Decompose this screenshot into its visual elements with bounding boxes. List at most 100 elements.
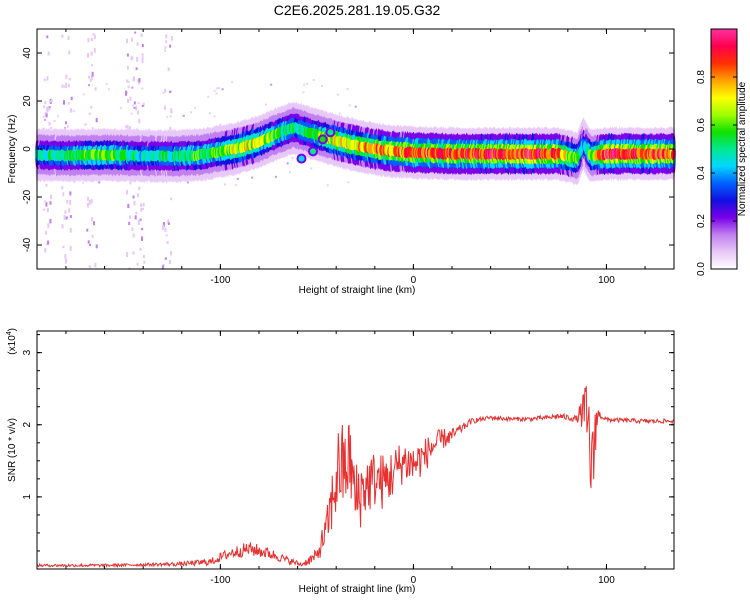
noise-speck (182, 114, 185, 117)
noise-speck (134, 31, 137, 34)
noise-speck (291, 157, 294, 160)
noise-speck (88, 202, 91, 205)
noise-speck (136, 42, 139, 46)
noise-speck (346, 88, 349, 90)
noise-speck (137, 193, 140, 198)
noise-speck (209, 112, 211, 115)
noise-speck (43, 208, 46, 211)
noise-speck (167, 67, 170, 72)
noise-speck (170, 197, 173, 201)
noise-speck (93, 221, 95, 226)
noise-speck (57, 115, 60, 118)
noise-speck (274, 175, 277, 178)
noise-speck (129, 215, 131, 219)
noise-speck (68, 50, 71, 55)
noise-speck (88, 265, 91, 269)
signal-branch-core (319, 136, 326, 143)
noise-speck (65, 216, 68, 220)
noise-speck (48, 106, 51, 109)
noise-speck (67, 102, 70, 105)
noise-speck (141, 58, 144, 64)
snr-multiplier-exponent: 4 (6, 331, 13, 335)
noise-speck (141, 53, 144, 56)
noise-speck (306, 83, 308, 85)
noise-speck (127, 85, 130, 89)
noise-speck (133, 200, 136, 206)
noise-speck (47, 240, 50, 245)
noise-speck (87, 38, 90, 43)
noise-speck (129, 180, 132, 185)
noise-speck (94, 262, 97, 268)
noise-speck (194, 106, 197, 109)
noise-speck (231, 81, 234, 84)
noise-speck (84, 123, 86, 126)
colorbar-tick-label: 0.2 (696, 214, 707, 228)
chart-title: C2E6.2025.281.19.05.G32 (274, 2, 441, 18)
noise-speck (137, 220, 140, 225)
noise-speck (62, 245, 65, 249)
noise-speck (162, 263, 165, 267)
noise-speck (65, 74, 68, 79)
noise-speck (312, 79, 315, 81)
noise-speck (70, 96, 73, 101)
noise-speck (224, 183, 226, 186)
noise-speck (50, 194, 53, 200)
noise-speck (42, 115, 45, 118)
noise-speck (50, 99, 53, 102)
noise-speck (169, 90, 172, 93)
colorbar-ticks: 0.0 0.2 0.4 0.6 0.8 (696, 70, 737, 276)
spectrogram-ylabel: Frequency (Hz) (7, 115, 18, 184)
noise-speck (98, 181, 101, 184)
noise-speck (63, 215, 66, 220)
noise-speck (213, 115, 216, 118)
snr-ticks: -100 0 100 1 2 3 (22, 331, 674, 586)
noise-speck (170, 36, 173, 41)
noise-speck (61, 224, 64, 229)
colorbar-tick-label: 0.6 (696, 118, 707, 132)
snr-y-tick-label: 2 (22, 422, 33, 428)
noise-speck (127, 203, 130, 209)
noise-speck (162, 222, 165, 227)
noise-speck (129, 96, 132, 101)
noise-speck (138, 186, 141, 190)
noise-speck (90, 75, 93, 81)
noise-speck (89, 243, 91, 246)
snr-x-tick-label: -100 (210, 575, 230, 586)
noise-speck (141, 87, 144, 90)
noise-speck (64, 210, 67, 214)
noise-speck (167, 219, 170, 224)
noise-speck (347, 181, 350, 184)
noise-speck (251, 176, 254, 179)
noise-speck (131, 37, 133, 42)
noise-speck (138, 78, 141, 83)
noise-speck (44, 101, 47, 105)
noise-speck (126, 190, 128, 195)
noise-speck (91, 71, 94, 77)
noise-speck (134, 215, 137, 220)
snr-y-tick-label: 1 (22, 494, 33, 500)
noise-speck (63, 100, 65, 105)
noise-speck (163, 105, 166, 110)
noise-speck (46, 35, 49, 39)
x-tick-label: 100 (598, 275, 615, 286)
snr-x-tick-label: 0 (411, 575, 417, 586)
noise-speck (126, 79, 129, 83)
noise-speck (88, 200, 91, 203)
noise-speck (161, 227, 164, 230)
y-tick-label: 0 (22, 146, 33, 152)
noise-speck (68, 77, 71, 81)
noise-speck (351, 117, 354, 120)
colorbar-frame (710, 28, 738, 270)
noise-speck (270, 83, 273, 86)
colorbar-tick-label: 0.4 (696, 166, 707, 180)
noise-speck (90, 51, 93, 56)
noise-speck (86, 203, 89, 208)
snr-multiplier-base: (x10 (7, 335, 18, 355)
noise-speck (47, 223, 50, 228)
noise-speck (169, 115, 172, 118)
noise-speck (165, 40, 168, 44)
noise-speck (68, 84, 70, 88)
noise-speck (62, 192, 65, 197)
noise-speck (207, 95, 210, 98)
noise-speck (169, 259, 171, 265)
